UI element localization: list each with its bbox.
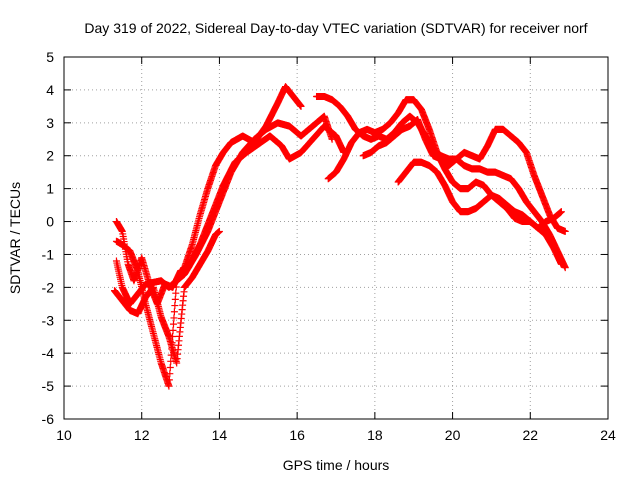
data-series-group [112,122,348,308]
y-tick-label: -6 [42,411,55,427]
data-point [165,382,173,390]
y-tick-label: 4 [46,82,54,98]
chart-title: Day 319 of 2022, Sidereal Day-to-day VTE… [84,20,587,36]
data-point [557,260,565,268]
x-tick-label: 16 [289,427,305,443]
data-point [169,326,177,334]
data-point [561,264,569,272]
y-tick-label: -4 [42,345,55,361]
data-point [169,320,177,328]
data-point [557,208,565,216]
x-tick-label: 12 [134,427,150,443]
x-tick-label: 18 [367,427,383,443]
data-point [166,364,174,372]
data-series-group [359,116,569,235]
data-series-group [394,158,565,268]
data-point [297,102,305,110]
x-tick-label: 22 [522,427,538,443]
data-point [561,227,569,235]
y-tick-label: -1 [42,246,55,262]
x-tick-label: 10 [56,427,72,443]
data-series [111,83,569,390]
y-tick-label: -3 [42,312,55,328]
y-tick-label: 1 [46,181,54,197]
data-point [170,314,178,322]
y-tick-label: -5 [42,378,55,394]
plot-frame [63,56,609,420]
y-tick-label: -2 [42,279,55,295]
data-point [171,302,179,310]
data-point [170,308,178,316]
data-point [165,376,173,384]
x-tick-label: 14 [212,427,228,443]
x-tick-label: 24 [600,427,616,443]
data-point [215,227,223,235]
x-axis-label: GPS time / hours [283,457,390,473]
y-tick-label: 2 [46,148,54,164]
grid [64,57,608,419]
data-point [171,295,179,303]
y-tick-label: 0 [46,214,54,230]
data-point [166,370,174,378]
data-series-group [111,227,223,367]
y-tick-label: 3 [46,115,54,131]
x-tick-label: 20 [445,427,461,443]
data-point [172,289,180,297]
y-axis-label: SDTVAR / TECUs [7,182,23,294]
y-tick-label: 5 [46,49,54,65]
